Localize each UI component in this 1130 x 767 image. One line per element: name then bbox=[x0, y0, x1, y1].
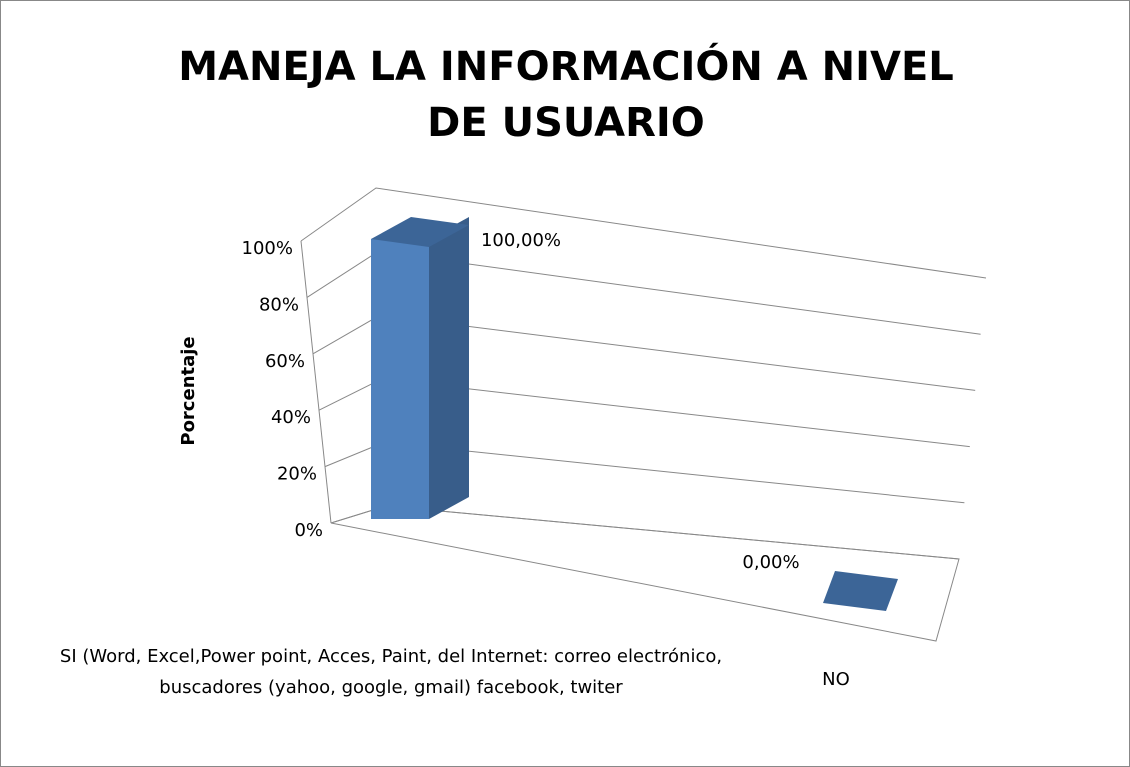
chart-title: MANEJA LA INFORMACIÓN A NIVEL DE USUARIO bbox=[178, 44, 954, 146]
bar-top bbox=[823, 571, 898, 611]
grid-line bbox=[300, 187, 987, 279]
y-tick-label: 20% bbox=[277, 464, 317, 485]
y-tick-label: 40% bbox=[271, 407, 311, 428]
value-label: 100,00% bbox=[481, 230, 561, 251]
x-tick-label: NO bbox=[822, 669, 850, 690]
y-axis-label: Porcentaje bbox=[178, 336, 199, 445]
bar-side bbox=[429, 217, 469, 519]
y-tick-label: 60% bbox=[265, 351, 305, 372]
x-tick-label: SI (Word, Excel,Power point, Acces, Pain… bbox=[59, 646, 723, 698]
y-tick-label: 80% bbox=[259, 294, 299, 315]
value-label: 0,00% bbox=[742, 552, 799, 573]
wall-edge bbox=[300, 240, 332, 524]
y-tick-label: 0% bbox=[294, 520, 323, 541]
bar bbox=[371, 239, 429, 519]
floor bbox=[330, 505, 960, 642]
bar-top bbox=[371, 217, 469, 247]
y-tick-label: 100% bbox=[242, 238, 293, 259]
